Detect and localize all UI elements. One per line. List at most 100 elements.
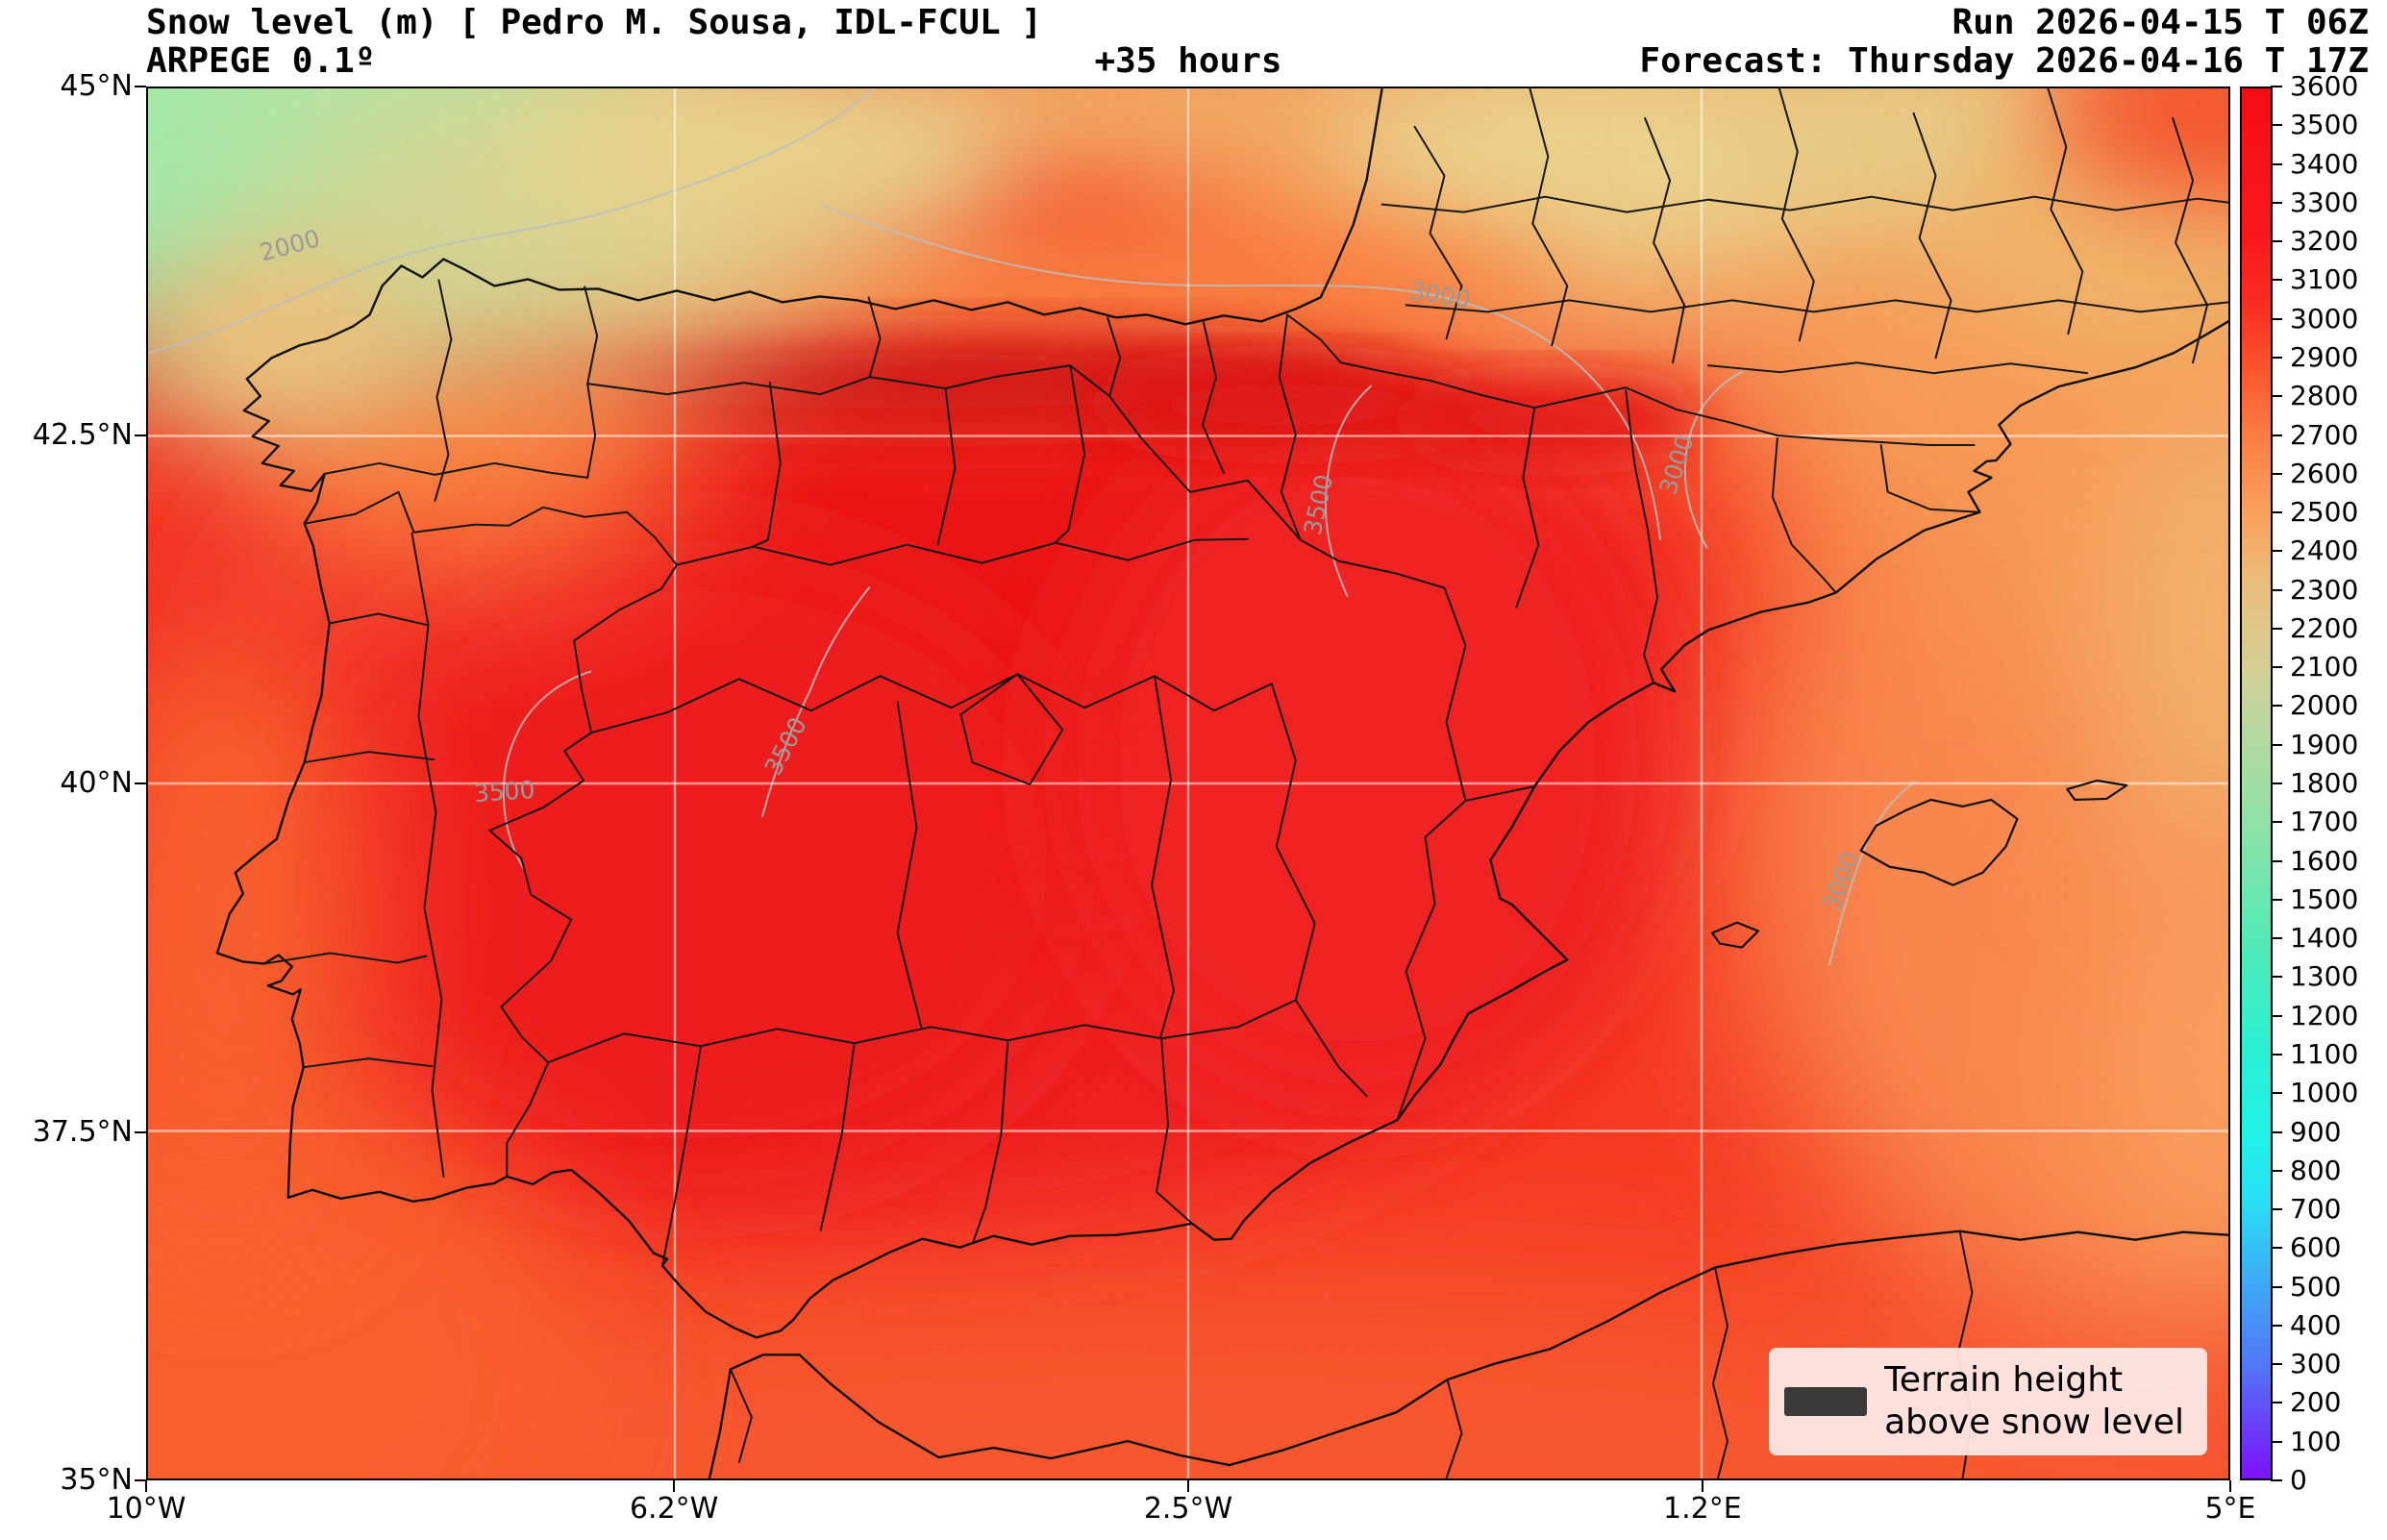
admin-boundaries <box>262 88 2228 1478</box>
tick-mark <box>2271 1402 2282 1404</box>
y-tick-label: 35°N <box>60 1463 133 1497</box>
x-tick-label: 1.2°E <box>1663 1492 1742 1526</box>
colorbar-tick-label: 1100 <box>2290 1037 2359 1070</box>
colorbar-tick-label: 3100 <box>2290 263 2359 296</box>
tick-mark <box>135 782 146 784</box>
colorbar-tick-label: 200 <box>2290 1386 2342 1419</box>
tick-mark <box>2271 937 2282 940</box>
tick-mark <box>2271 472 2282 475</box>
colorbar-tick-label: 2500 <box>2290 496 2359 529</box>
tick-mark <box>2271 743 2282 746</box>
tick-mark <box>1701 1480 1703 1492</box>
colorbar-tick-label: 600 <box>2290 1231 2342 1264</box>
legend-text: Terrain height above snow level <box>1884 1359 2184 1444</box>
colorbar-tick-label: 3200 <box>2290 225 2359 258</box>
colorbar-tick-label: 2600 <box>2290 457 2359 489</box>
y-tick-label: 40°N <box>60 766 133 800</box>
tick-mark <box>2271 1053 2282 1056</box>
chart-title: Snow level (m) [ Pedro M. Sousa, IDL-FCU… <box>146 3 1042 42</box>
colorbar-tick-label: 1300 <box>2290 960 2359 993</box>
colorbar-tick-label: 1200 <box>2290 999 2359 1031</box>
tick-mark <box>2271 395 2282 398</box>
tick-mark <box>2271 588 2282 591</box>
tick-mark <box>2271 1285 2282 1288</box>
colorbar-tick-label: 1700 <box>2290 806 2359 838</box>
tick-mark <box>135 1130 146 1133</box>
tick-mark <box>2271 1440 2282 1443</box>
colorbar-tick-label: 3400 <box>2290 147 2359 180</box>
tick-mark <box>135 1479 146 1481</box>
colorbar-tick-label: 700 <box>2290 1193 2342 1226</box>
tick-mark <box>2271 976 2282 979</box>
colorbar-tick-label: 300 <box>2290 1348 2342 1380</box>
colorbar-tick-label: 1900 <box>2290 728 2359 760</box>
contour-label: 3500 <box>473 776 535 807</box>
colorbar-tick-label: 2100 <box>2290 651 2359 683</box>
colorbar-tick-label: 500 <box>2290 1270 2342 1303</box>
colorbar-tick-label: 1600 <box>2290 844 2359 877</box>
tick-mark <box>2271 821 2282 824</box>
tick-mark <box>2271 1208 2282 1211</box>
tick-mark <box>2271 1014 2282 1017</box>
tick-mark <box>2271 201 2282 204</box>
y-tick-label: 45°N <box>60 69 133 103</box>
tick-mark <box>2271 86 2282 87</box>
tick-mark <box>2271 511 2282 514</box>
tick-mark <box>2271 240 2282 243</box>
y-tick-label: 37.5°N <box>32 1114 133 1149</box>
colorbar-tick-label: 1500 <box>2290 882 2359 915</box>
tick-mark <box>2271 1247 2282 1250</box>
x-tick-label: 5°E <box>2204 1492 2256 1526</box>
colorbar-tick-label: 2900 <box>2290 340 2359 373</box>
tick-mark <box>2271 162 2282 165</box>
colorbar-tick-label: 3300 <box>2290 186 2359 218</box>
colorbar-tick-label: 0 <box>2290 1464 2307 1496</box>
colorbar-tick-label: 2200 <box>2290 611 2359 644</box>
map-panel: 2000 3000 3500 3000 3500 3500 3000 Terrain hei… <box>146 87 2230 1480</box>
tick-mark <box>2271 1130 2282 1133</box>
x-tick-label: 2.5°W <box>1143 1492 1233 1526</box>
tick-mark <box>2271 434 2282 436</box>
x-tick-label: 6.2°W <box>629 1492 719 1526</box>
colorbar-tick-label: 2800 <box>2290 380 2359 412</box>
colorbar-tick-label: 800 <box>2290 1154 2342 1186</box>
colorbar-tick-label: 3600 <box>2290 70 2359 102</box>
tick-mark <box>2271 1324 2282 1327</box>
legend-line1: Terrain height <box>1884 1360 2124 1400</box>
tick-mark <box>2271 124 2282 127</box>
tick-mark <box>2271 898 2282 901</box>
y-tick-label: 42.5°N <box>32 417 133 452</box>
legend-swatch <box>1784 1387 1868 1416</box>
tick-mark <box>2271 356 2282 359</box>
model-label: ARPEGE 0.1º <box>146 41 376 81</box>
run-label: Run 2026-04-15 T 06Z <box>1952 3 2369 42</box>
colorbar-tick-label: 1000 <box>2290 1077 2359 1109</box>
colorbar-tick-label: 2700 <box>2290 418 2359 451</box>
colorbar-tick-label: 1800 <box>2290 767 2359 799</box>
x-tick-label: 10°W <box>106 1492 186 1526</box>
terrain-legend: Terrain height above snow level <box>1769 1348 2207 1455</box>
tick-mark <box>2271 279 2282 282</box>
colorbar-tick-label: 3000 <box>2290 302 2359 335</box>
tick-mark <box>2271 627 2282 630</box>
colorbar-tick-label: 400 <box>2290 1308 2342 1341</box>
colorbar-tick-label: 900 <box>2290 1115 2342 1148</box>
snow-level-field <box>148 88 2228 1478</box>
legend-line2: above snow level <box>1884 1403 2184 1442</box>
colorbar-tick-label: 1400 <box>2290 922 2359 955</box>
tick-mark <box>2271 1479 2282 1481</box>
colorbar-tick-label: 2400 <box>2290 534 2359 567</box>
tick-mark <box>2271 782 2282 784</box>
tick-mark <box>135 434 146 436</box>
tick-mark <box>1187 1480 1189 1492</box>
forecast-label: Forecast: Thursday 2026-04-16 T 17Z <box>1639 41 2369 81</box>
tick-mark <box>2271 666 2282 669</box>
colorbar-tick-label: 2000 <box>2290 689 2359 722</box>
tick-mark <box>135 86 146 87</box>
tick-mark <box>2271 859 2282 862</box>
colorbar <box>2240 87 2273 1480</box>
tick-mark <box>2229 1480 2231 1492</box>
colorbar-tick-label: 2300 <box>2290 573 2359 606</box>
